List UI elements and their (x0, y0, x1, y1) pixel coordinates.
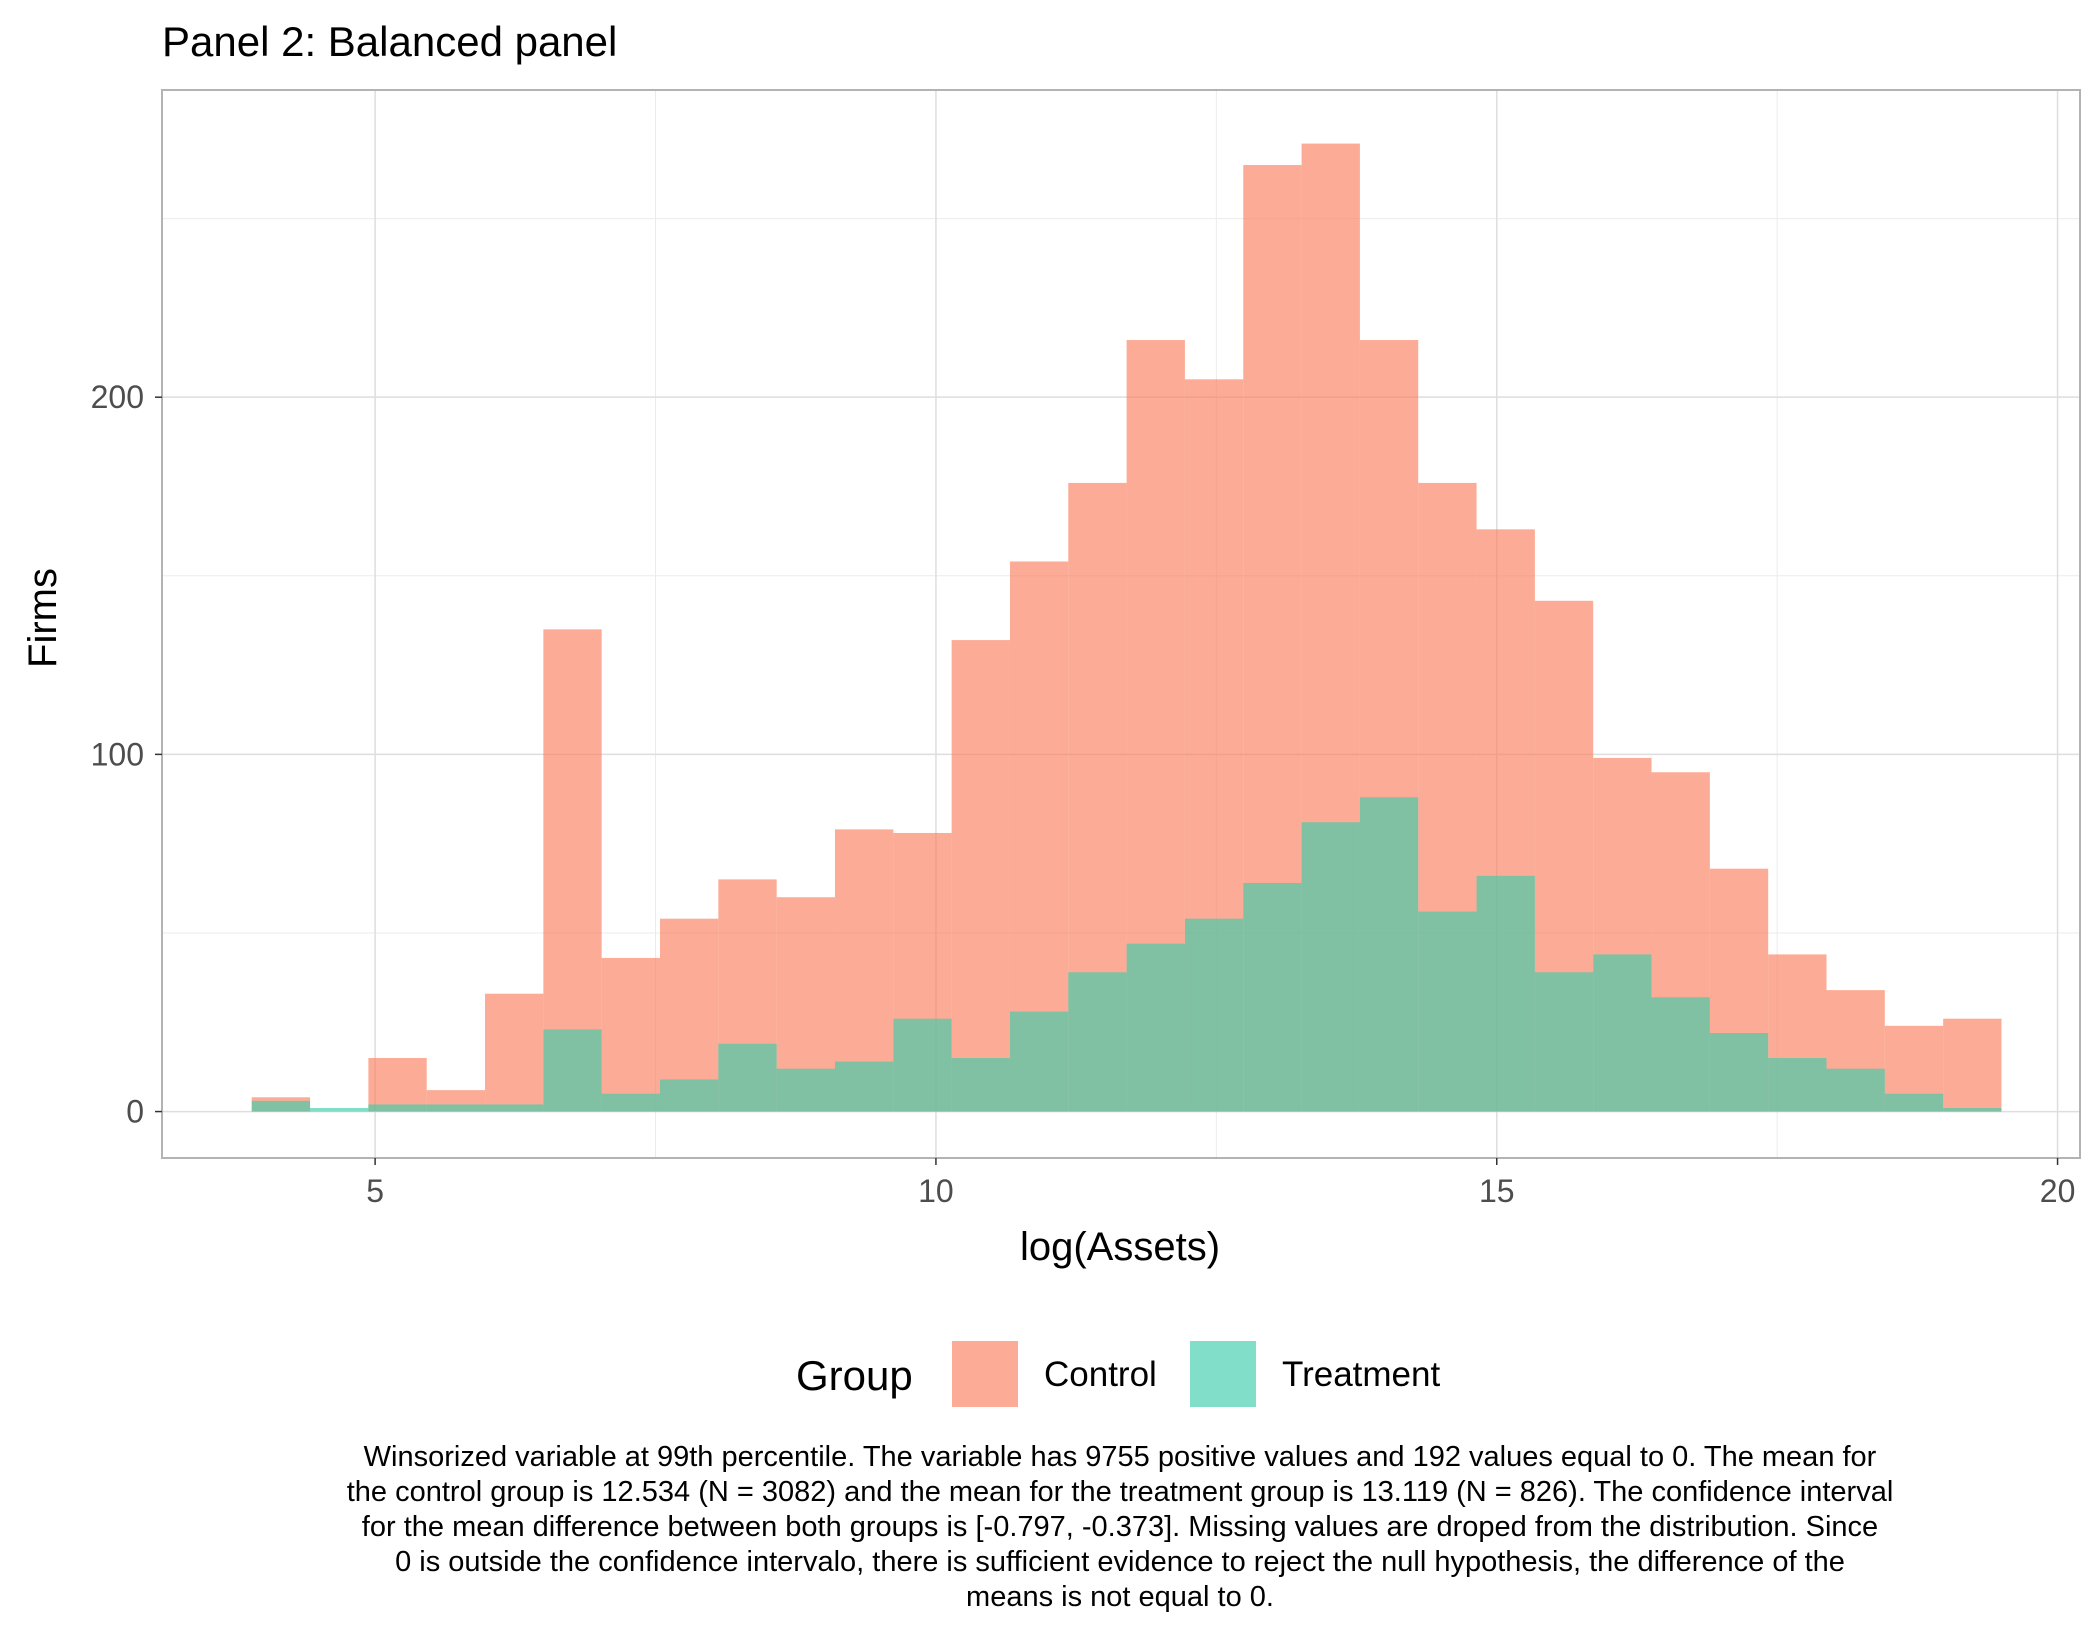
y-axis-title: Firms (21, 568, 65, 668)
caption-line: means is not equal to 0. (966, 1581, 1274, 1613)
bar-treatment (1534, 972, 1594, 1112)
bar-treatment (1476, 875, 1535, 1112)
bar-treatment (368, 1104, 427, 1112)
bar-treatment (1184, 918, 1244, 1112)
bar-treatment (776, 1068, 835, 1112)
bar-treatment (893, 1018, 952, 1112)
bar-treatment (251, 1100, 311, 1112)
bar-treatment (426, 1104, 486, 1112)
chart-caption: Winsorized variable at 99th percentile. … (150, 1440, 2090, 1615)
bar-treatment (1593, 954, 1652, 1112)
bar-treatment (1768, 1057, 1827, 1112)
x-tick-label: 15 (1479, 1173, 1515, 1209)
bar-treatment (1826, 1068, 1885, 1112)
caption-line: the control group is 12.534 (N = 3082) a… (346, 1476, 1894, 1508)
legend-key-treatment (1190, 1341, 1256, 1407)
caption-line: Winsorized variable at 99th percentile. … (363, 1441, 1877, 1473)
x-tick-label: 20 (2040, 1173, 2076, 1209)
legend-label-treatment: Treatment (1282, 1355, 1440, 1394)
bar-treatment (834, 1061, 894, 1112)
panel-border (161, 89, 2081, 1159)
bar-treatment (601, 1093, 661, 1112)
x-tick-label: 5 (366, 1173, 384, 1209)
bar-control (660, 918, 719, 1112)
bar-control (485, 993, 544, 1112)
y-tick-label: 0 (126, 1094, 144, 1130)
bar-control (951, 640, 1010, 1112)
bar-treatment (1243, 882, 1302, 1112)
caption-line: for the mean difference between both gro… (361, 1511, 1879, 1543)
bar-treatment (1068, 972, 1127, 1112)
bar-treatment (543, 1029, 602, 1112)
legend-key-control (952, 1341, 1018, 1407)
bar-control (368, 1057, 427, 1112)
y-tick-label: 100 (91, 736, 144, 772)
bar-treatment (310, 1107, 369, 1112)
x-tick-label: 10 (918, 1173, 954, 1209)
bar-treatment (1884, 1093, 1944, 1112)
bar-treatment (1709, 1032, 1769, 1112)
bar-treatment (485, 1104, 544, 1112)
bar-treatment (1359, 797, 1419, 1112)
bar-treatment (951, 1057, 1010, 1112)
legend: Group Control Treatment (796, 1341, 1440, 1407)
y-tick-label: 200 (91, 379, 144, 415)
bar-treatment (1943, 1107, 2002, 1112)
legend-label-control: Control (1044, 1355, 1157, 1394)
bar-treatment (1126, 943, 1185, 1112)
bar-treatment (1418, 911, 1477, 1112)
histogram-bars (251, 143, 2002, 1112)
bar-treatment (660, 1079, 719, 1112)
bar-treatment (718, 1043, 777, 1112)
bar-treatment (1009, 1011, 1069, 1112)
bar-treatment (1301, 822, 1360, 1112)
bar-control (1943, 1018, 2002, 1112)
legend-title: Group (796, 1352, 913, 1399)
x-axis-title: log(Assets) (1020, 1225, 1220, 1269)
bar-control (601, 957, 661, 1112)
caption-line: 0 is outside the confidence intervalo, t… (395, 1546, 1845, 1578)
chart-title: Panel 2: Balanced panel (162, 18, 617, 65)
bar-treatment (1651, 997, 1710, 1112)
